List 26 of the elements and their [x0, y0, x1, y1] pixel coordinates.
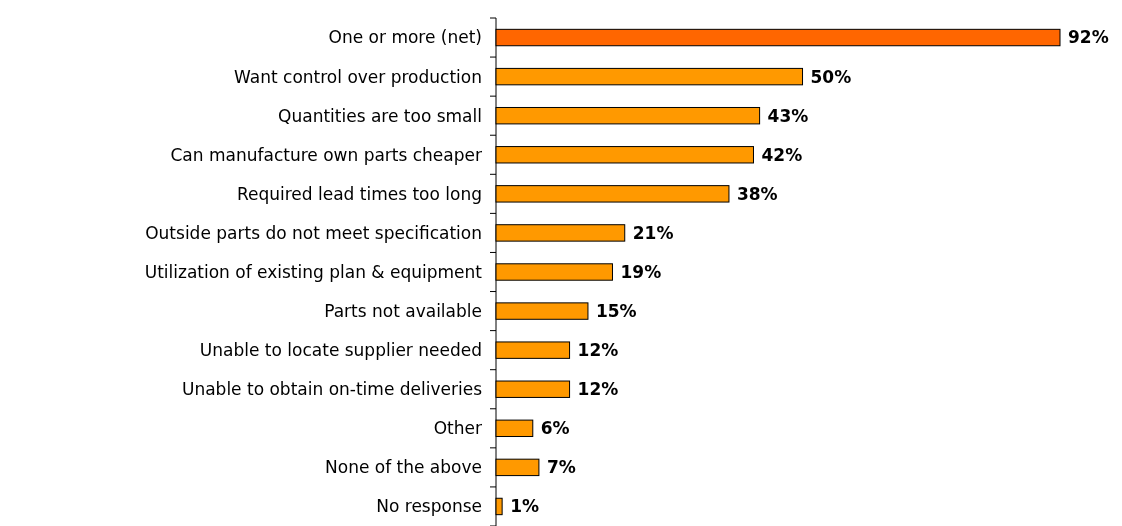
data-label: 19% [620, 261, 662, 282]
data-label: 42% [761, 144, 803, 165]
data-label: 38% [736, 183, 778, 204]
y-tick-label: Required lead times too long [236, 183, 482, 204]
y-tick-label: Outside parts do not meet specification [145, 222, 482, 243]
data-label: 1% [510, 496, 540, 517]
data-label: 92% [1068, 27, 1109, 48]
y-tick-label: Quantities are too small [278, 105, 482, 126]
data-label: 12% [577, 379, 619, 400]
data-label: 50% [810, 66, 852, 87]
y-tick-label: Can manufacture own parts cheaper [170, 144, 482, 165]
data-label: 6% [540, 418, 570, 439]
y-tick-label: One or more (net) [328, 27, 482, 48]
y-tick-label: None of the above [325, 457, 482, 478]
data-label: 12% [577, 340, 619, 361]
data-label: 43% [767, 105, 809, 126]
data-label: 21% [632, 222, 674, 243]
data-label: 7% [546, 457, 576, 478]
y-tick-label: Parts not available [324, 301, 482, 322]
y-tick-label: Unable to locate supplier needed [199, 340, 482, 361]
y-tick-label: Want control over production [234, 66, 482, 87]
y-tick-label: Unable to obtain on-time deliveries [181, 379, 483, 400]
data-label: 15% [595, 301, 637, 322]
y-tick-label: No response [376, 496, 482, 517]
y-tick-label: Utilization of existing plan & equipment [144, 261, 483, 282]
y-tick-label: Other [433, 418, 482, 439]
